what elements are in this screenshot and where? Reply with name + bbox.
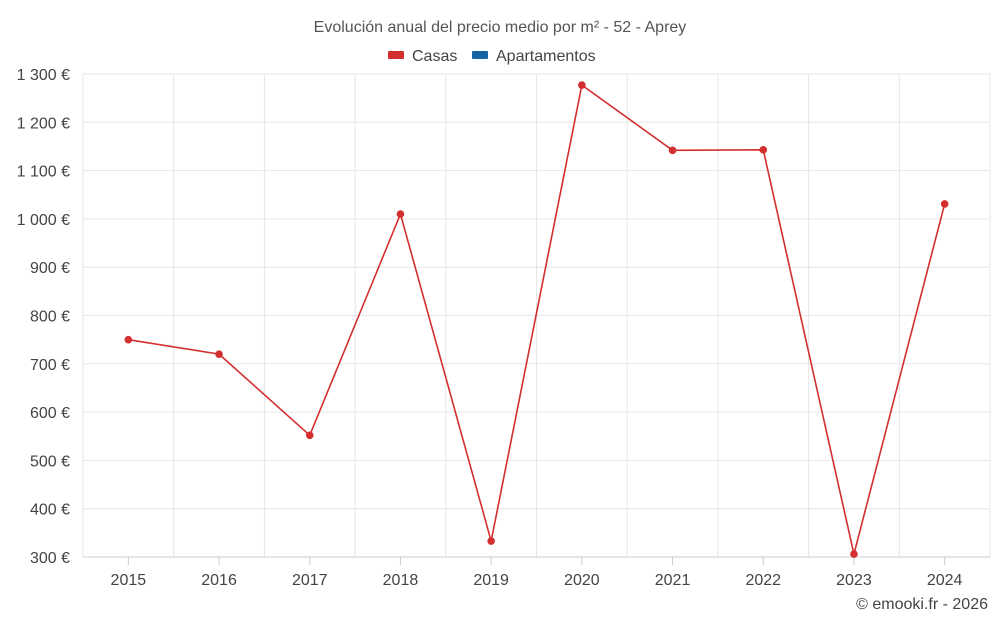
x-tick-label: 2024 — [927, 572, 963, 589]
y-tick-label: 700 € — [30, 357, 70, 374]
x-axis: 2015 2016 2017 2018 2019 2020 2021 2022 2023 2024 — [83, 556, 990, 589]
data-point[interactable] — [940, 200, 949, 208]
y-tick-label: 1 000 € — [17, 212, 70, 229]
y-tick-label: 300 € — [30, 550, 70, 567]
legend-swatch-apartamentos — [472, 51, 488, 59]
data-point[interactable] — [305, 431, 314, 440]
legend: Casas Apartamentos — [388, 48, 596, 65]
legend-label-apartamentos[interactable]: Apartamentos — [496, 48, 596, 65]
chart-title: Evolución anual del precio medio por m² … — [314, 19, 687, 36]
x-tick-label: 2023 — [836, 572, 872, 589]
x-tick-label: 2018 — [383, 572, 419, 589]
y-axis: 300 € 400 € 500 € 600 € 700 € 800 € 900 € 1 000… — [17, 67, 70, 567]
y-tick-label: 800 € — [30, 309, 70, 326]
x-tick-label: 2021 — [655, 572, 691, 589]
data-point[interactable] — [668, 146, 677, 155]
legend-swatch-casas — [388, 51, 404, 59]
y-tick-label: 900 € — [30, 260, 70, 277]
x-tick-label: 2019 — [473, 572, 509, 589]
credit-text: © emooki.fr - 2026 — [856, 596, 988, 613]
data-point[interactable] — [578, 81, 586, 89]
x-tick-label: 2022 — [745, 572, 781, 589]
data-point[interactable] — [215, 350, 223, 358]
x-tick-label: 2017 — [292, 572, 328, 589]
data-point[interactable] — [850, 550, 858, 558]
series-line-casas — [128, 83, 946, 555]
data-point[interactable] — [487, 537, 495, 545]
y-tick-label: 500 € — [30, 453, 70, 470]
series-casas — [124, 81, 949, 558]
data-point[interactable] — [759, 146, 768, 154]
x-tick-label: 2015 — [111, 572, 147, 589]
y-tick-label: 1 200 € — [17, 115, 70, 132]
data-point[interactable] — [124, 335, 133, 344]
data-point[interactable] — [396, 210, 405, 218]
y-tick-label: 1 100 € — [17, 164, 70, 181]
x-tick-label: 2016 — [201, 572, 237, 589]
y-tick-label: 1 300 € — [17, 67, 70, 84]
y-tick-label: 600 € — [30, 405, 70, 422]
y-tick-label: 400 € — [30, 502, 70, 519]
x-tick-label: 2020 — [564, 572, 600, 589]
legend-label-casas[interactable]: Casas — [412, 48, 457, 65]
